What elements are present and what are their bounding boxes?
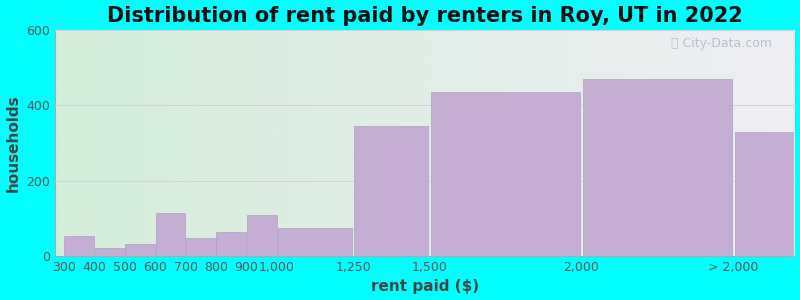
Bar: [125, 244, 155, 256]
X-axis label: rent paid ($): rent paid ($): [370, 279, 478, 294]
Bar: [217, 232, 246, 256]
Bar: [64, 236, 94, 256]
Bar: [354, 126, 429, 256]
Y-axis label: households: households: [6, 94, 21, 192]
Bar: [247, 214, 277, 256]
Bar: [94, 248, 125, 256]
Text: ⓘ City-Data.com: ⓘ City-Data.com: [671, 37, 772, 50]
Bar: [583, 79, 732, 256]
Bar: [735, 132, 800, 256]
Bar: [278, 228, 352, 256]
Title: Distribution of rent paid by renters in Roy, UT in 2022: Distribution of rent paid by renters in …: [106, 6, 742, 26]
Bar: [430, 92, 580, 256]
Bar: [186, 238, 216, 256]
Bar: [155, 213, 186, 256]
